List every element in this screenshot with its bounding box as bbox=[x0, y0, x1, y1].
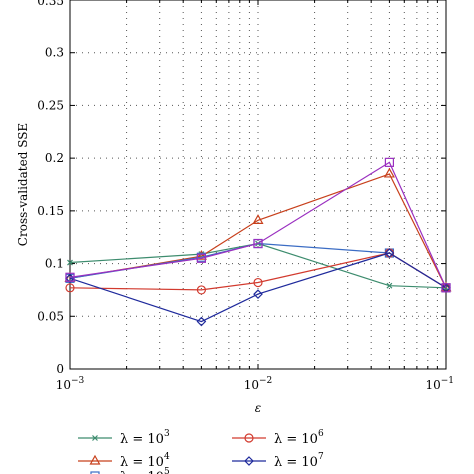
plot-frame bbox=[69, 0, 447, 370]
y-tick-label: 0.3 bbox=[45, 46, 64, 60]
data-point bbox=[195, 249, 207, 260]
x-tick-label: 10−1 bbox=[425, 376, 454, 392]
y-axis-ticks: 0 0.05 0.1 0.15 0.2 0.25 0.3 bbox=[37, 46, 446, 376]
series-line bbox=[69, 161, 447, 289]
y-tick-label: 0.05 bbox=[37, 309, 64, 323]
x-axis-ticks: 10−3 10−2 10−1 bbox=[56, 0, 454, 392]
series-6 bbox=[65, 157, 451, 293]
data-point bbox=[67, 259, 73, 266]
y-tick-label-partial: 0.35 bbox=[37, 0, 64, 8]
series-line bbox=[69, 242, 447, 289]
data-point bbox=[384, 248, 395, 258]
legend-item: λ = 103 bbox=[78, 429, 170, 447]
legend-label: λ = 106 bbox=[274, 429, 324, 447]
legend-label: λ = 103 bbox=[120, 429, 170, 447]
legend-label: λ = 105 bbox=[120, 467, 170, 474]
y-tick-label: 0.1 bbox=[45, 257, 64, 271]
data-point bbox=[441, 283, 451, 293]
legend-item: λ = 105 bbox=[90, 467, 170, 474]
x-tick-label: 10−2 bbox=[244, 376, 273, 392]
data-point bbox=[386, 282, 393, 289]
x-axis-label: ε bbox=[255, 401, 261, 415]
data-point bbox=[253, 289, 263, 299]
y-axis-label: Cross-validated SSE bbox=[16, 123, 30, 246]
legend-marker bbox=[92, 435, 98, 441]
series-2 bbox=[64, 167, 452, 292]
series-line bbox=[69, 252, 447, 323]
legend-item: λ = 106 bbox=[232, 429, 324, 447]
data-point bbox=[253, 238, 263, 249]
y-tick-label: 0 bbox=[56, 362, 64, 376]
series-4 bbox=[65, 248, 451, 295]
legend-marker bbox=[90, 471, 100, 474]
data-point bbox=[253, 277, 263, 288]
y-tick-label: 0.2 bbox=[45, 151, 64, 165]
y-tick-label: 0.15 bbox=[37, 204, 64, 218]
legend-marker bbox=[244, 456, 254, 466]
y-tick-label: 0.25 bbox=[37, 98, 64, 112]
series-line bbox=[69, 242, 447, 289]
data-point bbox=[196, 285, 207, 295]
x-tick-label: 10−3 bbox=[56, 376, 85, 392]
legend-label: λ = 107 bbox=[274, 452, 324, 470]
series-layer bbox=[64, 157, 452, 327]
legend-item: λ = 107 bbox=[232, 452, 324, 470]
series-5 bbox=[65, 248, 451, 327]
grid-lines bbox=[70, 0, 446, 369]
series-line bbox=[69, 173, 447, 289]
data-point bbox=[196, 253, 207, 263]
legend-marker bbox=[89, 454, 101, 465]
data-point bbox=[383, 167, 395, 178]
legend-label: λ = 104 bbox=[120, 452, 170, 470]
legend-marker bbox=[244, 433, 254, 443]
legend: λ = 103 λ = 104λ = 105 λ = 106 λ = 107 bbox=[78, 429, 324, 474]
data-point bbox=[196, 316, 207, 327]
data-point bbox=[65, 272, 75, 282]
data-point bbox=[65, 283, 75, 293]
legend-item: λ = 104 bbox=[78, 452, 170, 470]
data-point bbox=[252, 214, 264, 224]
data-point bbox=[384, 157, 395, 167]
